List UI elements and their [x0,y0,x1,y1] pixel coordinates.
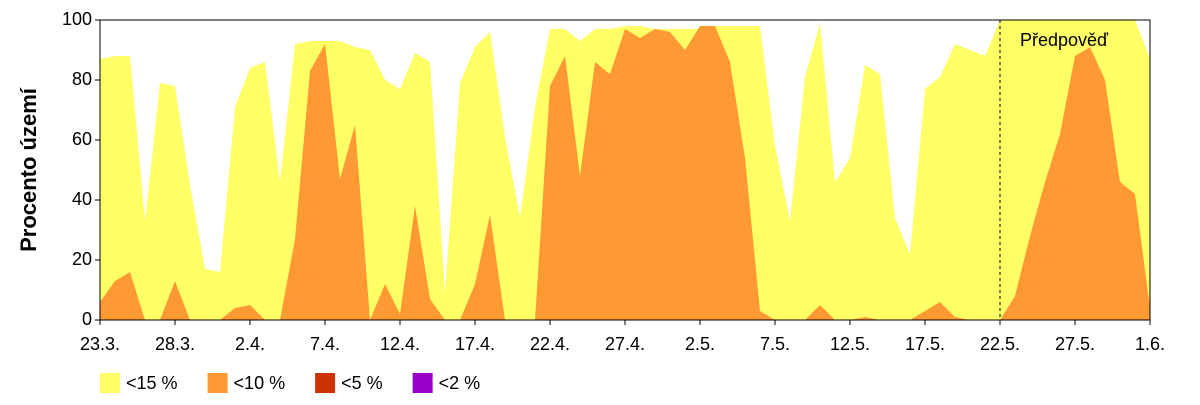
legend-label: <15 % [126,373,178,393]
y-axis-label: Procento území [16,87,41,252]
x-tick-label: 22.4. [530,334,570,354]
legend-swatch [412,373,433,393]
x-tick-label: 22.5. [980,334,1020,354]
y-tick-label: 0 [82,309,92,329]
x-tick-label: 28.3. [155,334,195,354]
x-tick-label: 12.5. [830,334,870,354]
x-tick-label: 2.5. [685,334,715,354]
y-tick-label: 40 [72,189,92,209]
y-tick-label: 20 [72,249,92,269]
legend-label: <2 % [439,373,481,393]
y-tick-label: 100 [62,9,92,29]
x-tick-label: 12.4. [380,334,420,354]
y-tick-label: 60 [72,129,92,149]
area [100,26,1150,320]
legend-label: <10 % [234,373,286,393]
legend-swatch [315,373,336,393]
x-tick-label: 27.5. [1055,334,1095,354]
x-tick-label: 7.5. [760,334,790,354]
x-tick-label: 17.4. [455,334,495,354]
x-tick-label: 2.4. [235,334,265,354]
x-tick-label: 17.5. [905,334,945,354]
y-tick-label: 80 [72,69,92,89]
x-tick-label: 23.3. [80,334,120,354]
x-tick-label: 7.4. [310,334,340,354]
legend-swatch [100,373,120,393]
legend-label: <5 % [341,373,383,393]
annotation: Předpověď [1020,30,1109,50]
x-tick-label: 1.6. [1135,334,1165,354]
x-tick-label: 27.4. [605,334,645,354]
legend-swatch [207,373,228,393]
